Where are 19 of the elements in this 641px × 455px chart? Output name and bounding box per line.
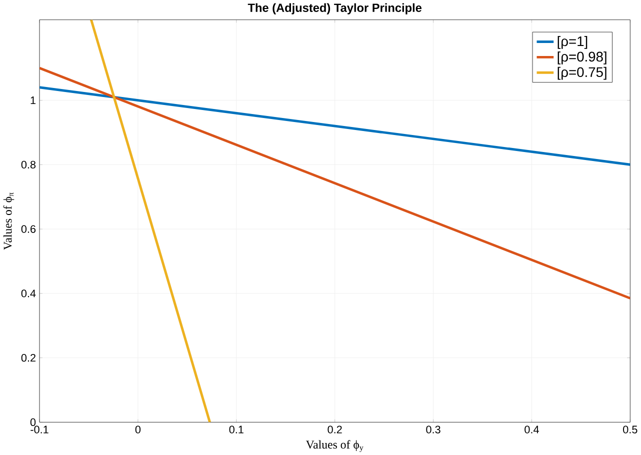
y-tick-label: 0.8 <box>21 160 36 168</box>
x-tick-label: 0.2 <box>328 426 342 434</box>
legend-label: [ρ=0.98] <box>558 51 606 64</box>
x-tick-label: 0.3 <box>426 426 440 434</box>
chart-title: The (Adjusted) Taylor Principle <box>248 3 422 14</box>
legend-label: [ρ=1] <box>558 36 588 49</box>
y-tick-label: 0 <box>30 418 36 426</box>
y-tick-label: 0.6 <box>21 225 36 233</box>
x-tick-label: 0.1 <box>229 426 244 434</box>
y-tick-label: 0.4 <box>21 289 36 298</box>
y-axis-title: Values of ϕ$_{π}$ <box>3 192 14 250</box>
legend-label: [ρ=0.75] <box>558 66 606 80</box>
y-tick-label: 0.2 <box>21 354 36 362</box>
x-tick-label: 0.5 <box>623 426 638 434</box>
x-tick-label: 0 <box>135 426 141 434</box>
y-tick-label: 1 <box>30 96 36 104</box>
x-tick-label: 0.4 <box>524 426 539 434</box>
x-tick-label: -0.1 <box>30 426 48 434</box>
x-axis-title: Values of ϕ$_{y}$ <box>306 440 364 452</box>
